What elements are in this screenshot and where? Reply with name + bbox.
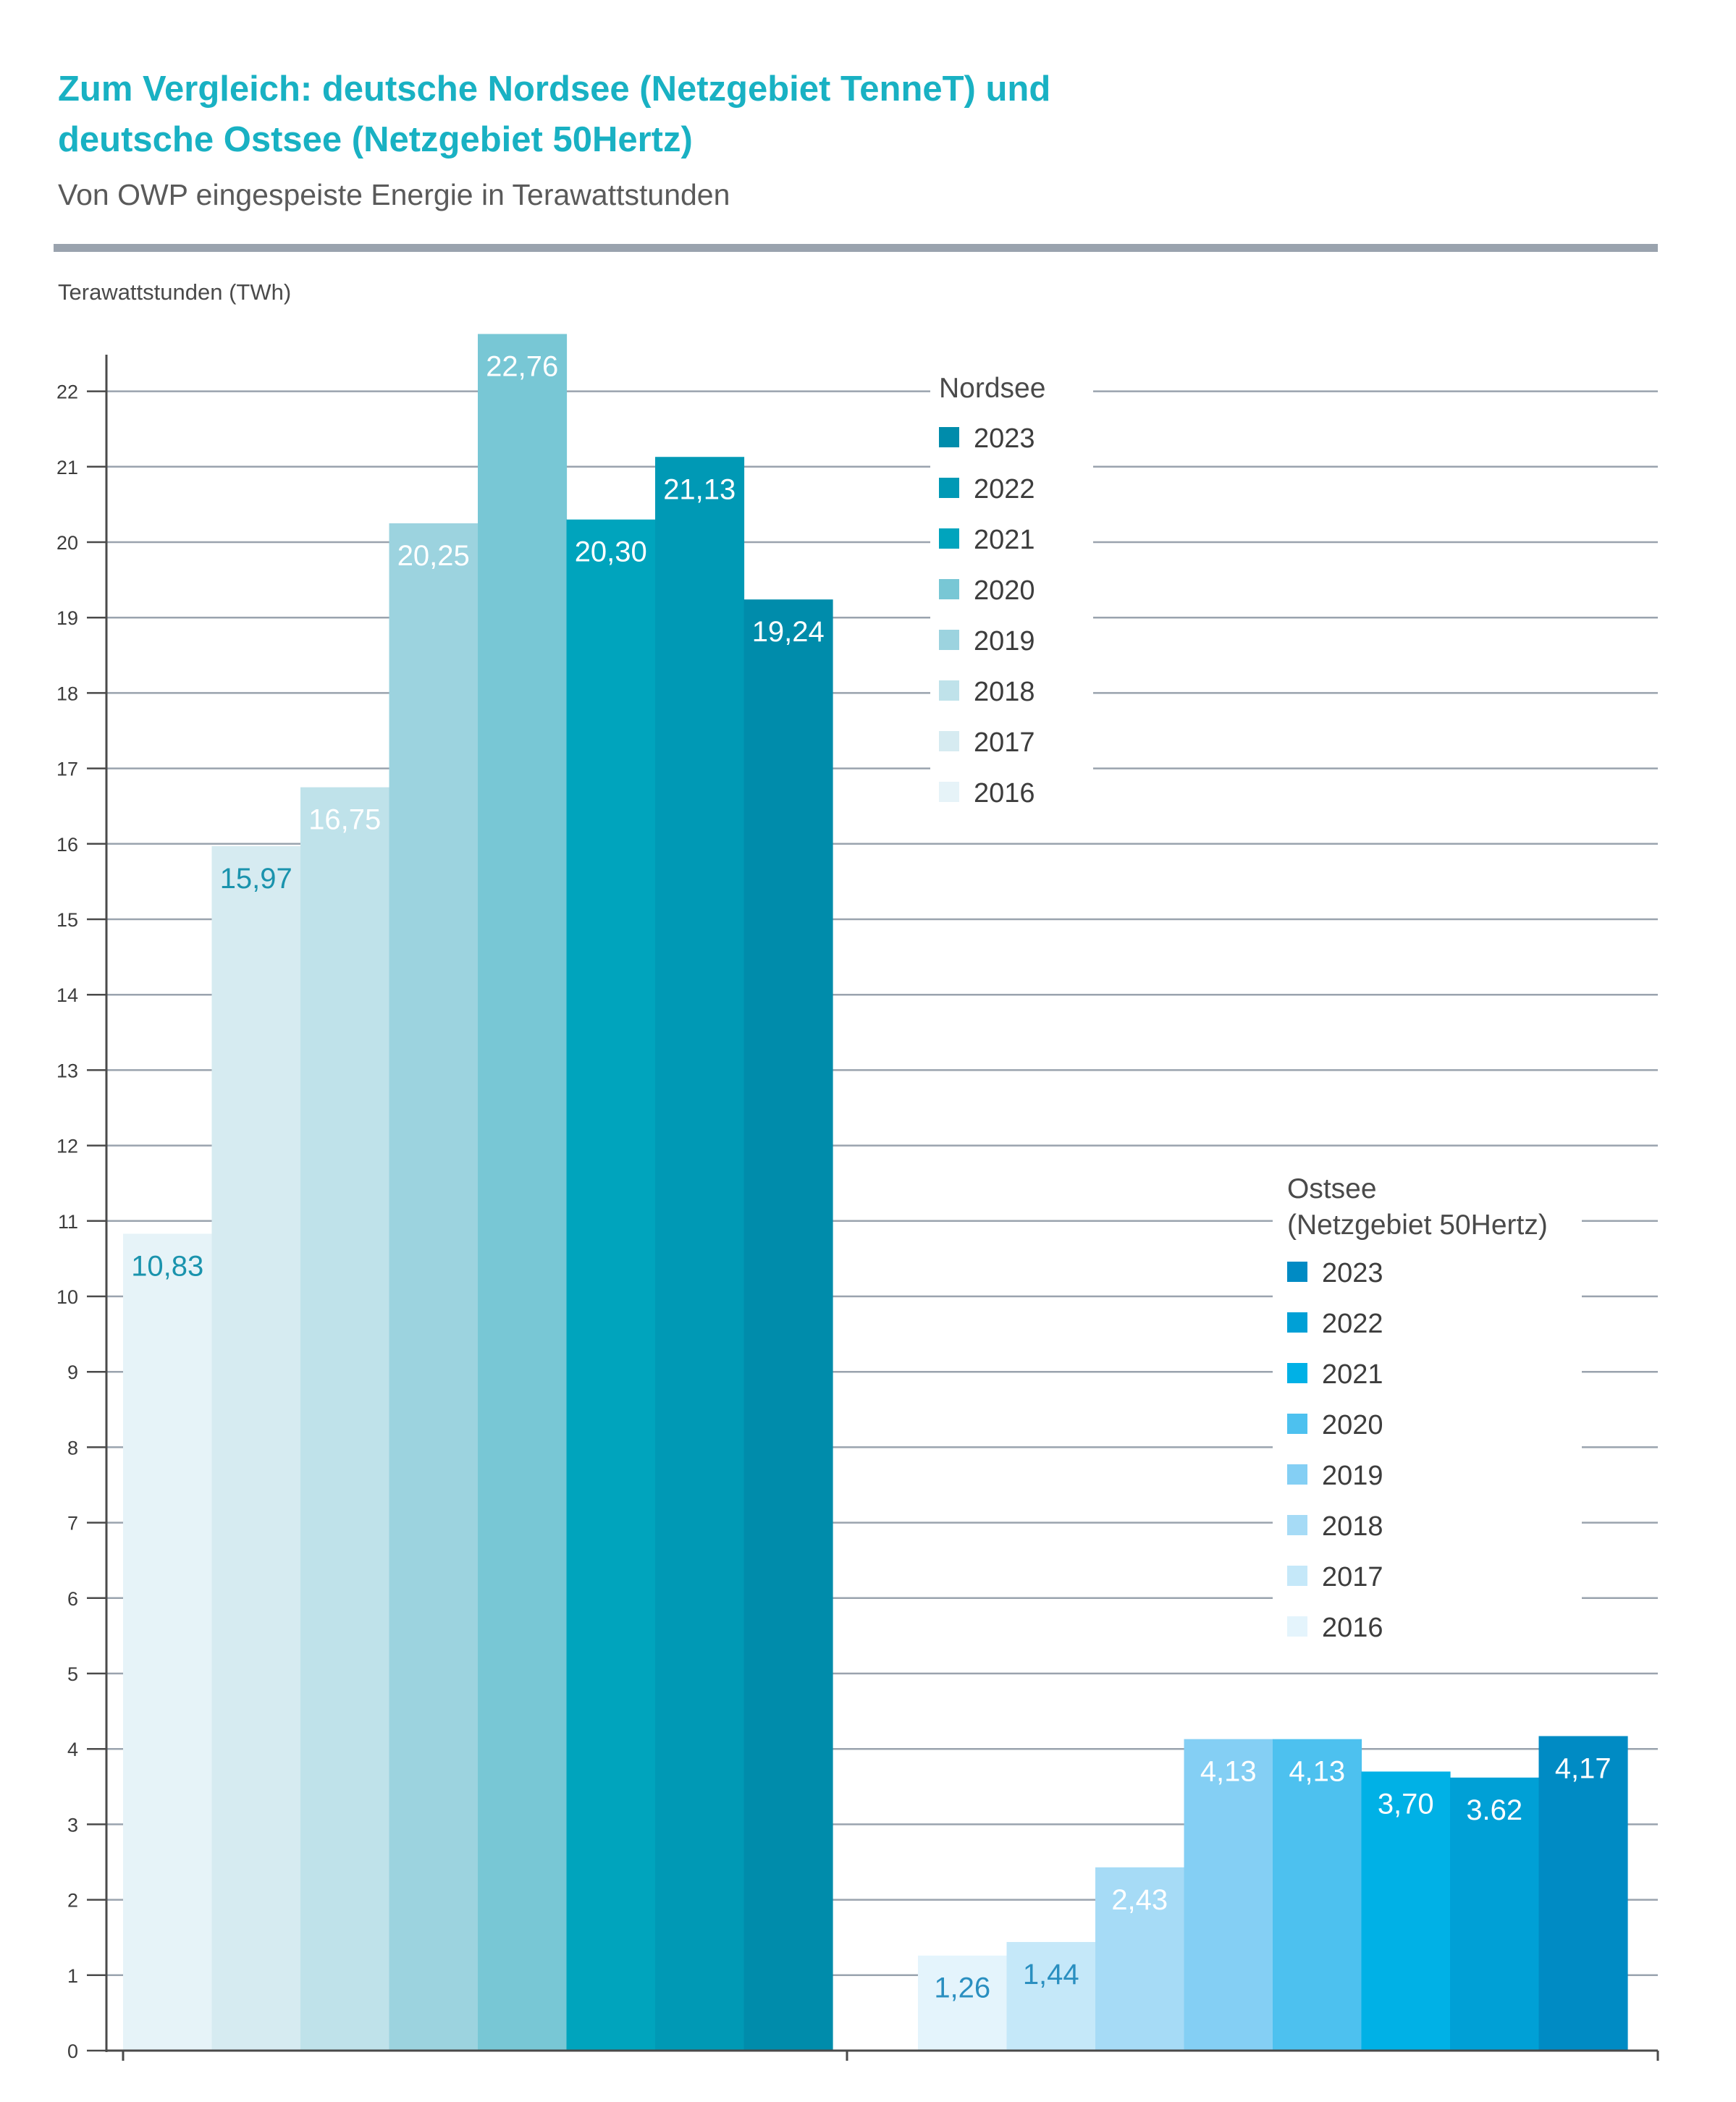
- bar-value-label: 20,30: [575, 536, 647, 568]
- legend-swatch: [939, 630, 959, 650]
- y-tick-label: 1: [67, 1965, 78, 1987]
- legend-swatch: [1287, 1464, 1307, 1485]
- y-tick-label: 11: [58, 1211, 78, 1233]
- y-tick-label: 7: [67, 1513, 78, 1535]
- y-tick-label: 21: [56, 457, 78, 478]
- y-tick-label: 5: [67, 1663, 78, 1685]
- y-tick-label: 2: [67, 1890, 78, 1912]
- legend-title: Nordsee: [939, 373, 1045, 404]
- bar: [1450, 1777, 1540, 2051]
- legend-swatch: [1287, 1414, 1307, 1434]
- legend-label: 2018: [1322, 1511, 1383, 1542]
- bar: [1361, 1771, 1451, 2051]
- legend-swatch: [939, 731, 959, 751]
- y-tick-label: 0: [67, 2040, 78, 2062]
- legend-label: 2023: [974, 423, 1035, 454]
- bar-value-label: 1,44: [1023, 1959, 1079, 1991]
- y-tick-label: 9: [67, 1362, 78, 1383]
- bar-value-label: 3.62: [1466, 1794, 1522, 1826]
- bar: [1095, 1867, 1185, 2051]
- y-axis-label: Terawattstunden (TWh): [58, 279, 292, 305]
- legend-swatch: [1287, 1312, 1307, 1333]
- bar: [300, 787, 390, 2051]
- bar: [655, 457, 745, 2051]
- legend-label: 2022: [1322, 1309, 1383, 1339]
- legend-label: 2016: [974, 778, 1035, 809]
- legend-title: Ostsee: [1287, 1173, 1377, 1204]
- bar-value-label: 4,13: [1200, 1756, 1257, 1788]
- legend-swatch: [1287, 1363, 1307, 1383]
- legend-swatch: [1287, 1515, 1307, 1535]
- y-tick-label: 19: [56, 607, 78, 629]
- y-tick-label: 22: [56, 381, 78, 403]
- bar-value-label: 4,13: [1289, 1756, 1345, 1788]
- y-tick-label: 13: [56, 1060, 78, 1081]
- legend-label: 2017: [1322, 1562, 1383, 1592]
- bar: [123, 1233, 213, 2051]
- legend-swatch: [1287, 1566, 1307, 1586]
- legend-swatch: [1287, 1262, 1307, 1282]
- y-tick-label: 15: [56, 909, 78, 931]
- legend-label: 2019: [974, 626, 1035, 657]
- legend-label: 2016: [1322, 1613, 1383, 1643]
- legend-swatch: [939, 782, 959, 802]
- legend-swatch: [939, 528, 959, 549]
- legend-label: 2021: [974, 525, 1035, 555]
- y-tick-label: 18: [56, 683, 78, 704]
- y-tick-label: 14: [56, 984, 78, 1006]
- y-tick-label: 6: [67, 1588, 78, 1610]
- legend-swatch: [1287, 1616, 1307, 1637]
- bar: [478, 334, 568, 2051]
- legend-label: 2021: [1322, 1359, 1383, 1390]
- bar-value-label: 4,17: [1555, 1752, 1611, 1784]
- bar-value-label: 1,26: [934, 1972, 990, 2004]
- legend-label: 2022: [974, 474, 1035, 505]
- bar-value-label: 15,97: [220, 863, 292, 895]
- legend-label: 2020: [1322, 1410, 1383, 1440]
- legend-swatch: [939, 427, 959, 447]
- y-tick-label: 12: [56, 1136, 78, 1157]
- bar: [743, 599, 833, 2051]
- bar: [1006, 1941, 1096, 2051]
- chart-title-line-1: Zum Vergleich: deutsche Nordsee (Netzgeb…: [58, 69, 1051, 109]
- bar-value-label: 21,13: [663, 473, 736, 505]
- legend-label: 2019: [1322, 1461, 1383, 1491]
- legend-label: 2023: [1322, 1258, 1383, 1288]
- y-tick-label: 3: [67, 1814, 78, 1836]
- bar: [211, 845, 301, 2051]
- y-tick-label: 16: [56, 834, 78, 856]
- bar: [566, 519, 656, 2051]
- legend-swatch: [939, 478, 959, 498]
- legend-swatch: [939, 579, 959, 599]
- bar-value-label: 10,83: [131, 1251, 203, 1283]
- legend-title: (Netzgebiet 50Hertz): [1287, 1210, 1548, 1241]
- bar: [1184, 1739, 1273, 2051]
- bar: [389, 523, 479, 2051]
- y-tick-label: 4: [67, 1739, 78, 1760]
- y-tick-label: 8: [67, 1437, 78, 1459]
- legend-label: 2020: [974, 575, 1035, 606]
- legend-label: 2018: [974, 677, 1035, 707]
- y-tick-label: 17: [56, 759, 78, 780]
- header-divider: [54, 244, 1658, 252]
- chart-title: Zum Vergleich: deutsche Nordsee (Netzgeb…: [58, 64, 1433, 165]
- bar-value-label: 20,25: [397, 540, 470, 572]
- y-tick-label: 20: [56, 532, 78, 554]
- chart-title-line-2: deutsche Ostsee (Netzgebiet 50Hertz): [58, 120, 693, 159]
- bar-value-label: 16,75: [308, 804, 381, 836]
- chart-subtitle: Von OWP eingespeiste Energie in Terawatt…: [58, 178, 730, 211]
- bar-value-label: 22,76: [486, 350, 558, 382]
- bar-value-label: 2,43: [1111, 1884, 1168, 1916]
- bar-value-label: 19,24: [752, 616, 825, 648]
- y-tick-label: 10: [56, 1286, 78, 1308]
- legend-swatch: [939, 680, 959, 701]
- bar: [1273, 1739, 1362, 2051]
- bar: [1538, 1736, 1628, 2051]
- legend-label: 2017: [974, 727, 1035, 758]
- bar: [918, 1955, 1008, 2051]
- bar-value-label: 3,70: [1378, 1788, 1434, 1820]
